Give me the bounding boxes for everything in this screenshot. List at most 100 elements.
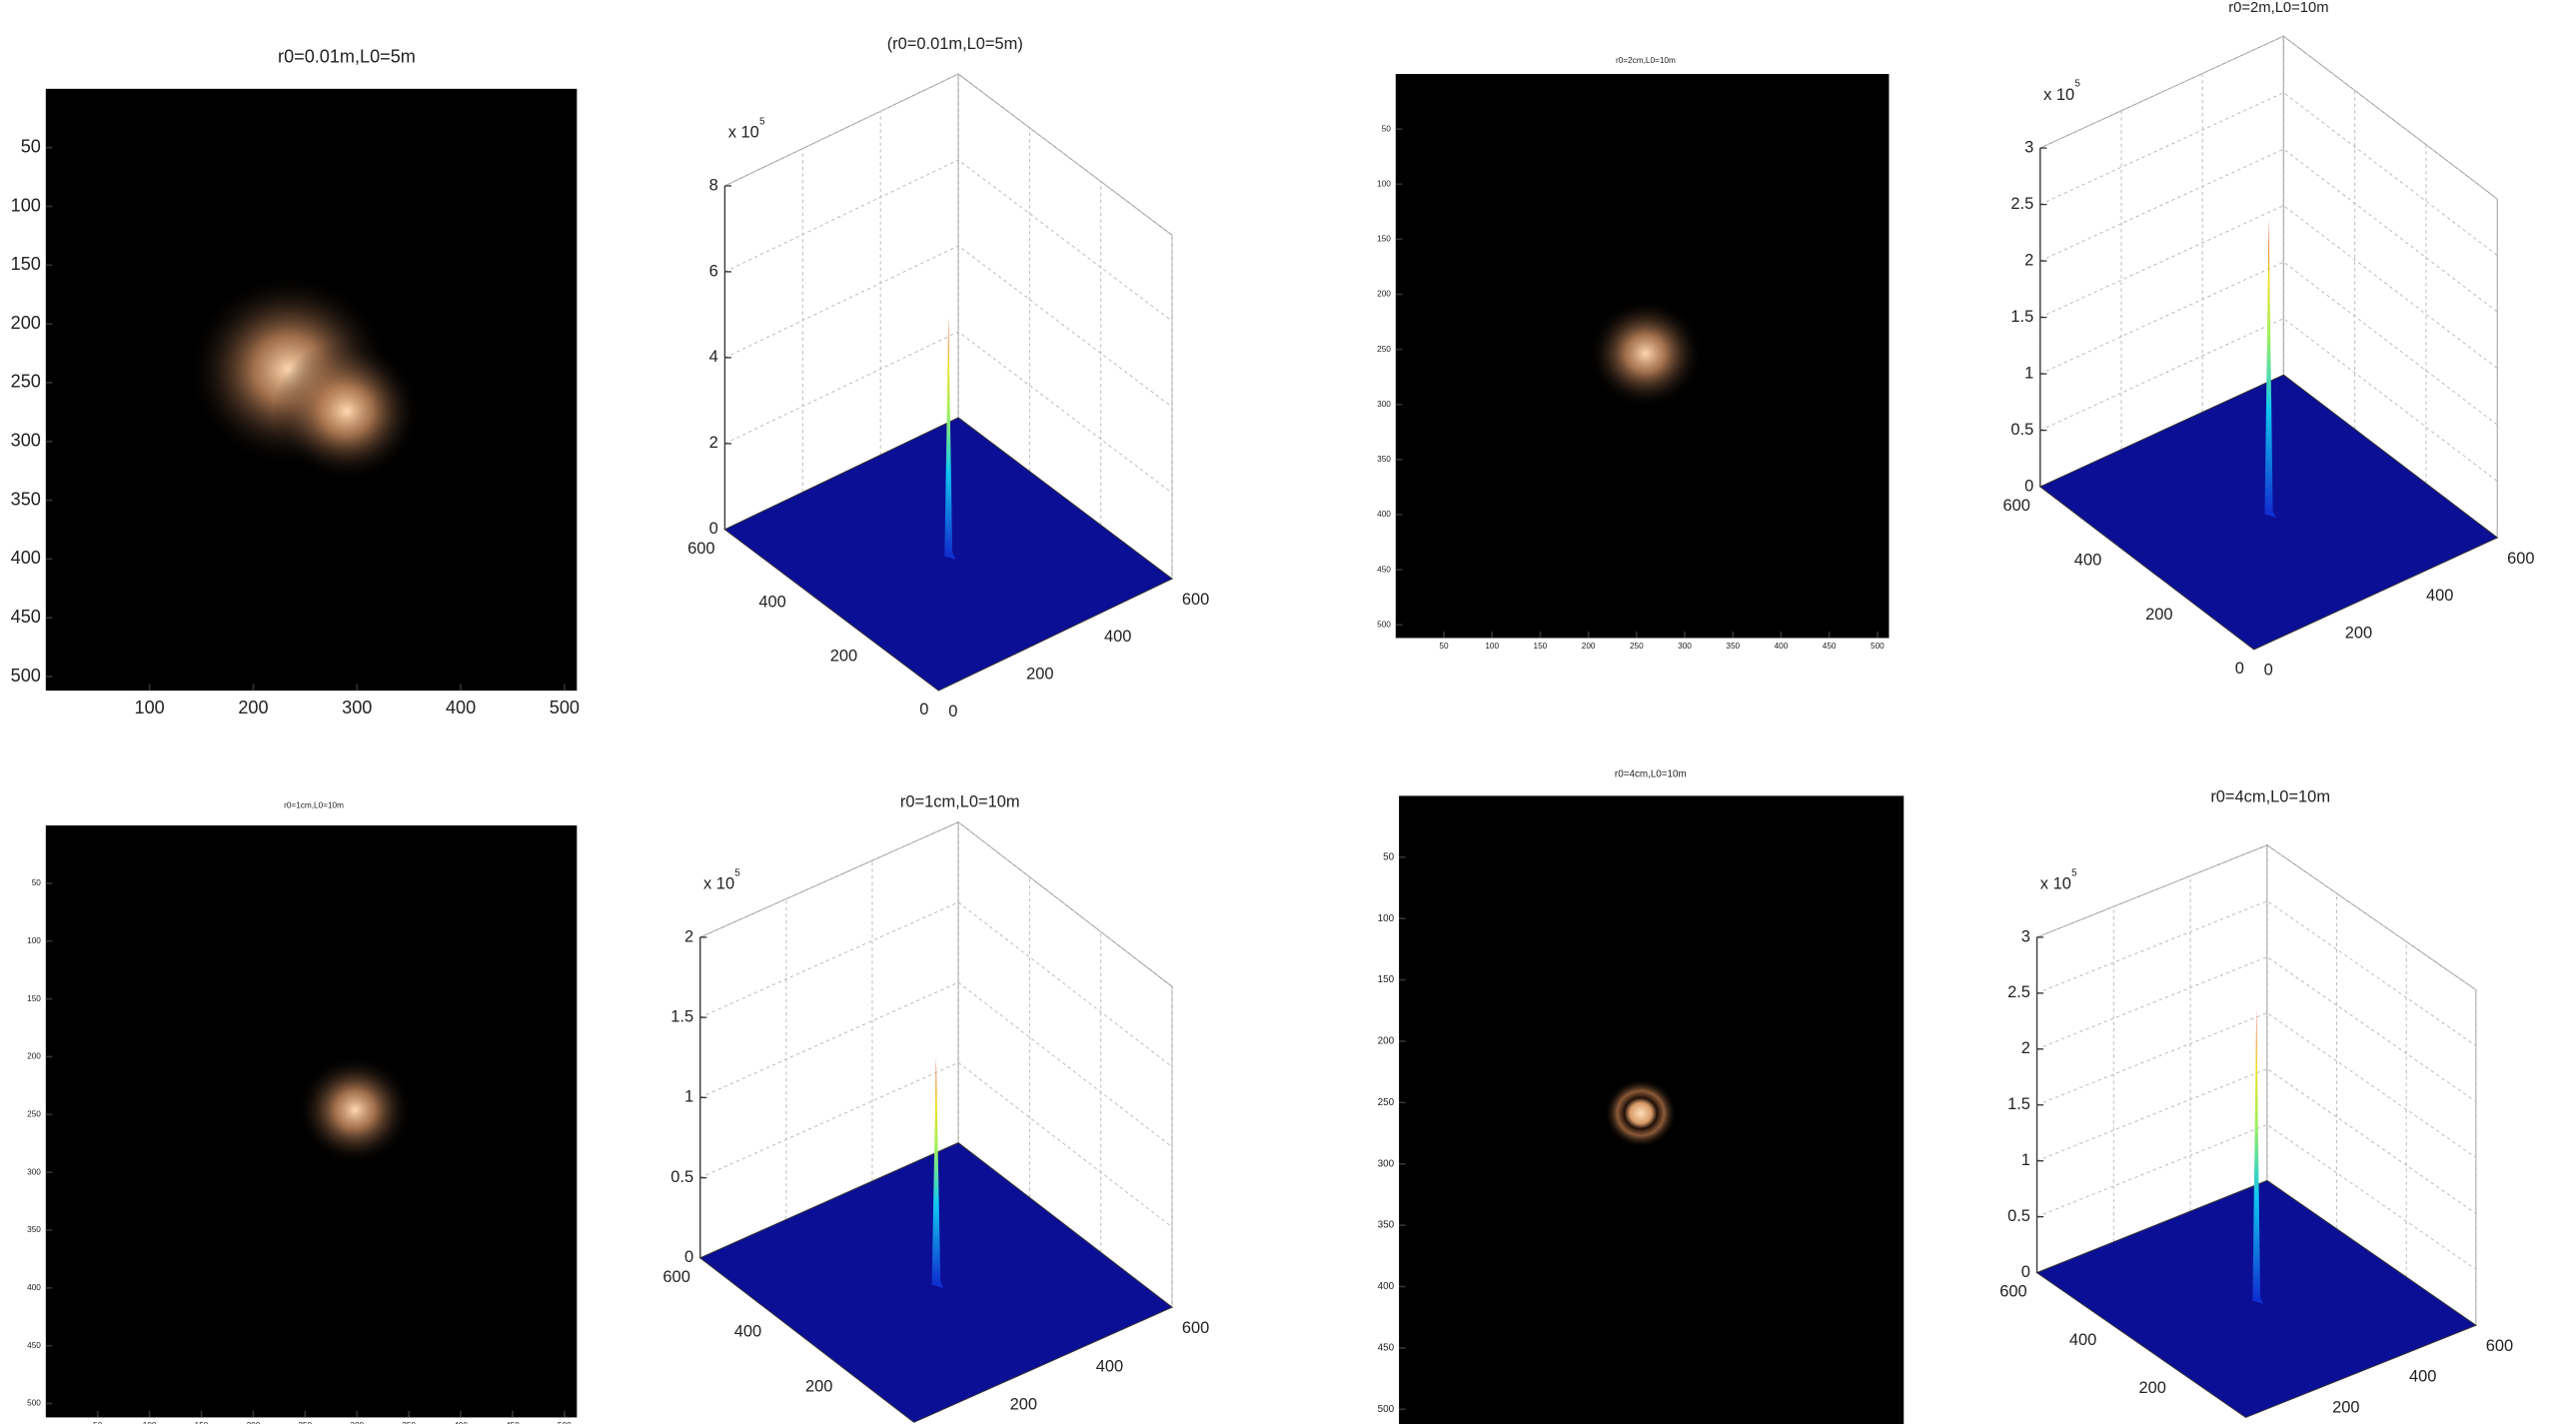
- y-tick-label: 200: [1378, 1036, 1395, 1047]
- x-tick-label: 400: [2409, 1368, 2436, 1386]
- z-tick-label: 4: [709, 348, 718, 366]
- z-tick-label: 0: [684, 1248, 693, 1266]
- x-tick-label: 0: [948, 703, 957, 720]
- y-tick-label: 600: [687, 540, 714, 558]
- y-tick-label: 600: [662, 1268, 689, 1286]
- x-tick-label: 200: [2345, 624, 2372, 642]
- x-tick-label: 0: [2264, 662, 2273, 680]
- y-tick-label: 150: [1377, 235, 1391, 244]
- y-tick-label: 200: [11, 313, 41, 333]
- y-tick-label: 250: [27, 1109, 41, 1118]
- x-tick-label: 600: [1182, 591, 1209, 609]
- x-tick-label: 600: [2486, 1337, 2513, 1355]
- z-exponent: 5: [759, 116, 765, 127]
- grid-line: [724, 159, 1173, 322]
- x-tick-label: 500: [1871, 642, 1885, 651]
- y-tick-label: 300: [11, 431, 41, 451]
- y-tick-label: 400: [27, 1283, 41, 1292]
- y-tick-label: 50: [1382, 124, 1392, 133]
- intensity-spot: [272, 341, 422, 482]
- x-tick-label: 200: [238, 698, 268, 717]
- z-exponent-label: x 10: [2043, 86, 2074, 104]
- y-tick-label: 100: [1378, 913, 1395, 924]
- y-tick-label: 150: [1378, 974, 1395, 985]
- y-tick-label: 200: [1377, 290, 1391, 299]
- y-tick-label: 450: [1378, 1342, 1395, 1353]
- x-tick-label: 400: [1775, 642, 1789, 651]
- x-tick-label: 600: [1182, 1319, 1209, 1337]
- y-tick-label: 500: [1377, 620, 1391, 629]
- y-tick-label: 50: [21, 136, 41, 156]
- x-tick-label: 150: [1534, 642, 1548, 651]
- y-tick-label: 600: [1999, 1283, 2026, 1301]
- y-tick-label: 200: [805, 1378, 832, 1396]
- intensity-spot: [297, 1054, 413, 1165]
- x-tick-label: 300: [342, 698, 372, 717]
- x-tick-label: 400: [1104, 628, 1131, 646]
- panel-title: r0=1cm,L0=10m: [284, 800, 344, 809]
- z-tick-label: 1.5: [670, 1007, 693, 1025]
- y-tick-label: 400: [758, 594, 785, 612]
- z-tick-label: 2: [2024, 251, 2033, 269]
- y-tick-label: 450: [11, 607, 41, 627]
- y-tick-label: 450: [1377, 565, 1391, 574]
- panel-title: r0=2cm,L0=10m: [1616, 56, 1676, 65]
- grid-line: [2036, 844, 2477, 990]
- z-tick-label: 2: [684, 927, 693, 945]
- x-tick-label: 400: [454, 1421, 468, 1424]
- grid-line: [724, 331, 1173, 494]
- x-tick-label: 300: [350, 1421, 364, 1424]
- y-tick-label: 0: [919, 701, 928, 718]
- z-tick-label: 3: [2024, 138, 2033, 156]
- z-tick-label: 0.5: [670, 1168, 693, 1186]
- z-tick-label: 1: [684, 1088, 693, 1106]
- y-tick-label: 400: [734, 1323, 761, 1341]
- z-tick-label: 2: [2021, 1039, 2030, 1057]
- y-tick-label: 500: [1378, 1404, 1395, 1415]
- y-tick-label: 0: [2235, 660, 2244, 678]
- x-tick-label: 200: [247, 1421, 261, 1424]
- x-tick-label: 150: [195, 1421, 209, 1424]
- x-tick-label: 200: [1582, 642, 1596, 651]
- x-tick-label: 450: [1823, 642, 1837, 651]
- y-tick-label: 500: [11, 666, 41, 686]
- grid-line: [724, 245, 1173, 408]
- z-tick-label: 0.5: [2010, 421, 2033, 439]
- y-tick-label: 300: [1378, 1158, 1395, 1169]
- y-tick-label: 50: [1383, 851, 1394, 862]
- grid-line: [699, 821, 1173, 987]
- y-tick-label: 150: [11, 254, 41, 274]
- z-tick-label: 2.5: [2010, 195, 2033, 213]
- y-tick-label: 200: [2139, 1379, 2166, 1397]
- z-exponent-label: x 10: [728, 124, 759, 142]
- z-tick-label: 8: [709, 176, 718, 194]
- z-exponent-label: x 10: [703, 875, 734, 893]
- panel-title: (r0=0.01m,L0=5m): [887, 35, 1023, 53]
- y-tick-label: 400: [1377, 510, 1391, 519]
- y-tick-label: 100: [27, 936, 41, 945]
- panel-title: r0=4cm,L0=10m: [2210, 787, 2330, 805]
- x-tick-label: 250: [1630, 642, 1644, 651]
- panel-title: r0=1cm,L0=10m: [900, 792, 1020, 810]
- z-tick-label: 0: [709, 520, 718, 538]
- y-tick-label: 150: [27, 994, 41, 1003]
- y-tick-label: 350: [11, 489, 41, 509]
- grid-line: [2036, 1068, 2477, 1214]
- grid-line: [2036, 956, 2477, 1102]
- y-tick-label: 100: [11, 195, 41, 215]
- y-tick-label: 500: [27, 1399, 41, 1408]
- x-tick-label: 400: [446, 698, 476, 717]
- x-tick-label: 400: [1096, 1357, 1123, 1375]
- y-tick-label: 400: [11, 548, 41, 568]
- x-tick-label: 400: [2426, 587, 2453, 605]
- y-tick-label: 450: [27, 1341, 41, 1350]
- y-tick-label: 50: [32, 878, 42, 887]
- intensity-spot: [1588, 299, 1704, 409]
- z-exponent-label: x 10: [2040, 875, 2071, 893]
- y-tick-label: 200: [27, 1052, 41, 1061]
- y-tick-label: 250: [11, 372, 41, 392]
- x-tick-label: 100: [135, 698, 165, 717]
- z-tick-label: 2: [709, 434, 718, 452]
- z-tick-label: 2.5: [2007, 983, 2030, 1001]
